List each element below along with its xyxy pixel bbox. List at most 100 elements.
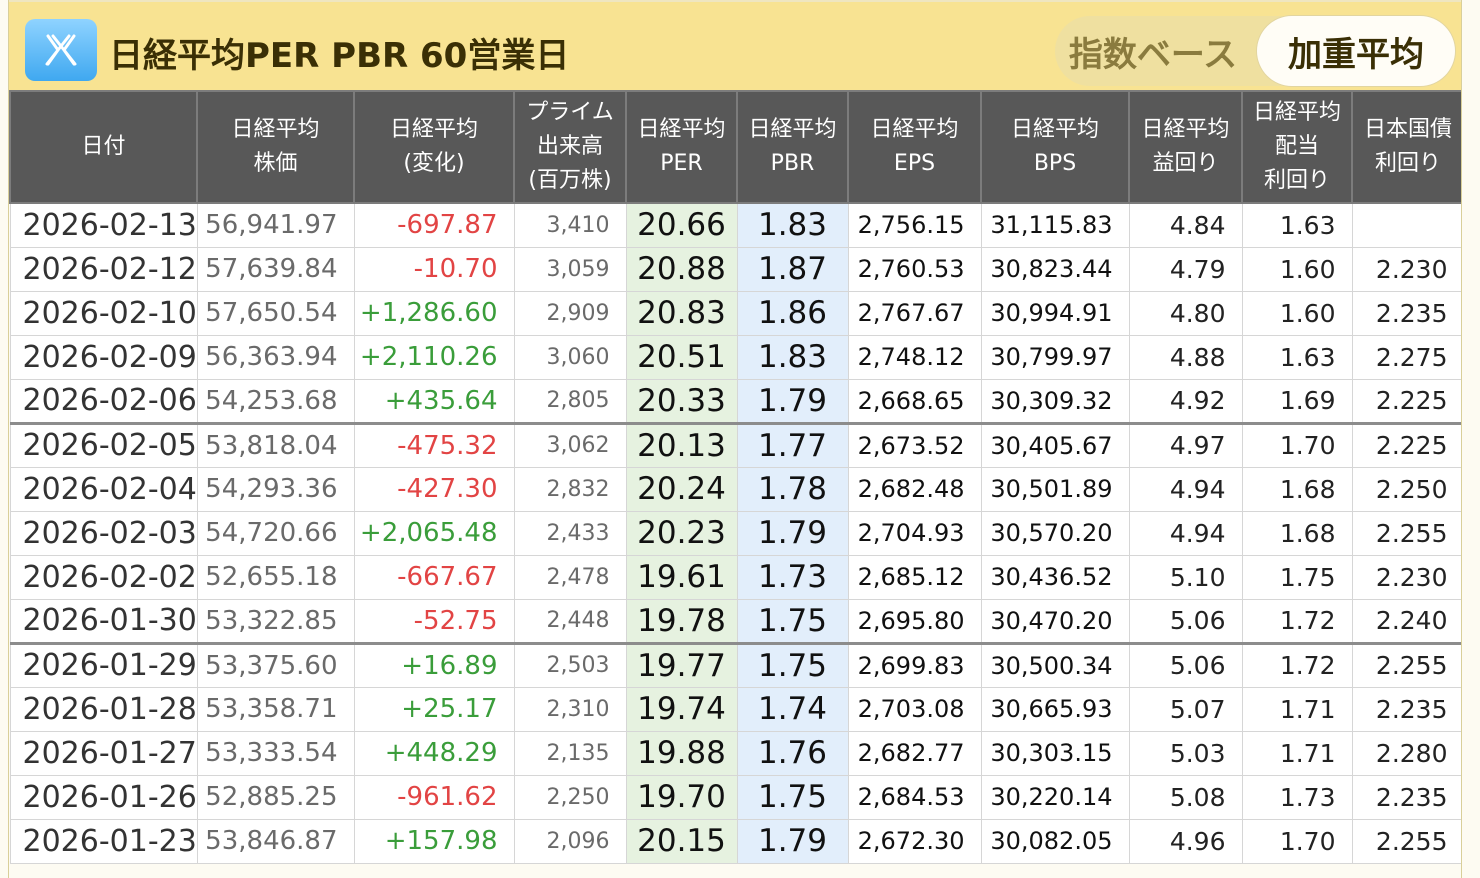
cell-earn-yield: 5.07 [1128, 686, 1243, 732]
cell-date: 2026-02-12 [9, 246, 198, 292]
table-row: 2026-01-26 52,885.25 -961.62 2,250 19.70 1.75… [9, 774, 1461, 820]
cell-date: 2026-02-04 [9, 466, 198, 512]
cell-change: +448.29 [353, 730, 515, 776]
column-header-line: EPS [893, 151, 936, 176]
cell-eps: 2,699.83 [847, 641, 982, 688]
cell-volume: 2,433 [513, 510, 627, 556]
cell-div-yield: 1.70 [1241, 421, 1353, 468]
cell-eps: 2,673.52 [847, 421, 982, 468]
cell-per: 20.66 [625, 202, 738, 248]
column-header-line: 利回り [1263, 168, 1330, 193]
table-row: 2026-01-27 53,333.54 +448.29 2,135 19.88 1.76… [9, 730, 1461, 776]
column-header-line: 日経平均 [1010, 117, 1099, 142]
column-header-earn-yield: 日経平均 益回り [1128, 90, 1243, 204]
weighted-average-toggle-option[interactable]: 加重平均 [1257, 16, 1455, 86]
cell-pbr: 1.79 [736, 818, 849, 864]
index-base-toggle-option[interactable]: 指数ベース [1068, 34, 1238, 75]
cell-change: +16.89 [353, 641, 515, 688]
cell-price: 56,941.97 [196, 202, 355, 248]
column-header-line: プライム [526, 100, 614, 125]
cell-bps: 30,823.44 [980, 246, 1130, 292]
cell-pbr: 1.79 [736, 510, 849, 556]
title-bar: 日経平均PER PBR 60営業日 指数ベース 加重平均 [9, 0, 1461, 90]
cell-pbr: 1.78 [736, 466, 849, 512]
cell-volume: 2,310 [513, 686, 627, 732]
cell-change: -961.62 [353, 774, 515, 820]
cell-per: 20.13 [625, 421, 738, 468]
table-row: 2026-02-03 54,720.66 +2,065.48 2,433 20.23 1.… [9, 510, 1461, 556]
cell-date: 2026-02-10 [9, 290, 198, 336]
cell-earn-yield: 4.88 [1128, 334, 1243, 380]
table-row: 2026-02-12 57,639.84 -10.70 3,059 20.88 1.87 2… [9, 246, 1461, 292]
cell-jgb [1351, 202, 1461, 248]
cell-price: 53,818.04 [196, 421, 355, 468]
cell-eps: 2,756.15 [847, 202, 982, 248]
cell-earn-yield: 5.08 [1128, 774, 1243, 820]
cell-date: 2026-02-06 [9, 378, 198, 424]
cell-eps: 2,703.08 [847, 686, 982, 732]
table-row: 2026-01-28 53,358.71 +25.17 2,310 19.74 1.74 2… [9, 686, 1461, 732]
cell-price: 53,322.85 [196, 598, 355, 644]
cell-div-yield: 1.71 [1241, 686, 1353, 732]
cell-eps: 2,685.12 [847, 554, 982, 600]
cell-bps: 30,665.93 [980, 686, 1130, 732]
cell-per: 20.15 [625, 818, 738, 864]
cell-volume: 2,135 [513, 730, 627, 776]
cell-price: 54,293.36 [196, 466, 355, 512]
cell-volume: 2,096 [513, 818, 627, 864]
table-row: 2026-02-04 54,293.36 -427.30 2,832 20.24 1.78… [9, 466, 1461, 512]
cell-per: 20.24 [625, 466, 738, 512]
cell-per: 20.51 [625, 334, 738, 380]
column-header-line: 日本国債 [1363, 117, 1452, 142]
column-header-line: 日経平均 [389, 117, 478, 142]
cell-date: 2026-01-28 [9, 686, 198, 732]
cell-bps: 30,501.89 [980, 466, 1130, 512]
cell-pbr: 1.75 [736, 641, 849, 688]
cell-div-yield: 1.63 [1241, 334, 1353, 380]
cell-volume: 2,805 [513, 378, 627, 424]
cell-div-yield: 1.72 [1241, 641, 1353, 688]
table-body: 2026-02-13 56,941.97 -697.87 3,410 20.66 1.83… [9, 202, 1461, 864]
column-header-line: 日経平均 [870, 117, 959, 142]
cell-pbr: 1.79 [736, 378, 849, 424]
column-header-line: BPS [1033, 151, 1077, 176]
cell-per: 20.33 [625, 378, 738, 424]
cell-change: +25.17 [353, 686, 515, 732]
per-pbr-table: 日付 日経平均 株価 日経平均 (変化) プライム 出来高 (百万株) 日経平均 PER 日経平均 P… [9, 90, 1461, 864]
cell-date: 2026-01-27 [9, 730, 198, 776]
cell-earn-yield: 5.06 [1128, 598, 1243, 644]
column-header-date: 日付 [9, 90, 198, 204]
cell-bps: 31,115.83 [980, 202, 1130, 248]
cell-volume: 3,060 [513, 334, 627, 380]
cell-date: 2026-01-26 [9, 774, 198, 820]
cell-div-yield: 1.70 [1241, 818, 1353, 864]
cell-volume: 2,832 [513, 466, 627, 512]
cell-earn-yield: 4.97 [1128, 421, 1243, 468]
column-header-line: (変化) [403, 151, 465, 176]
cell-volume: 2,503 [513, 641, 627, 688]
column-header-change: 日経平均 (変化) [353, 90, 515, 204]
cell-pbr: 1.74 [736, 686, 849, 732]
cell-jgb: 2.225 [1351, 378, 1461, 424]
cell-pbr: 1.77 [736, 421, 849, 468]
cell-bps: 30,082.05 [980, 818, 1130, 864]
cell-eps: 2,668.65 [847, 378, 982, 424]
column-header-div-yield: 日経平均 配当 利回り [1241, 90, 1353, 204]
cell-pbr: 1.75 [736, 598, 849, 644]
column-header-line: 日付 [81, 134, 126, 159]
table-row: 2026-01-29 53,375.60 +16.89 2,503 19.77 1.75 2… [9, 641, 1461, 688]
cell-eps: 2,682.77 [847, 730, 982, 776]
cell-eps: 2,672.30 [847, 818, 982, 864]
cell-jgb: 2.230 [1351, 554, 1461, 600]
cell-bps: 30,799.97 [980, 334, 1130, 380]
cell-div-yield: 1.73 [1241, 774, 1353, 820]
table-row: 2026-02-05 53,818.04 -475.32 3,062 20.13 1.77… [9, 421, 1461, 468]
cell-jgb: 2.255 [1351, 818, 1461, 864]
column-header-line: 日経平均 [231, 117, 320, 142]
cell-jgb: 2.235 [1351, 290, 1461, 336]
cell-change: +2,065.48 [353, 510, 515, 556]
cell-change: -475.32 [353, 421, 515, 468]
cell-jgb: 2.280 [1351, 730, 1461, 776]
cell-eps: 2,695.80 [847, 598, 982, 644]
x-share-button[interactable] [25, 19, 97, 81]
